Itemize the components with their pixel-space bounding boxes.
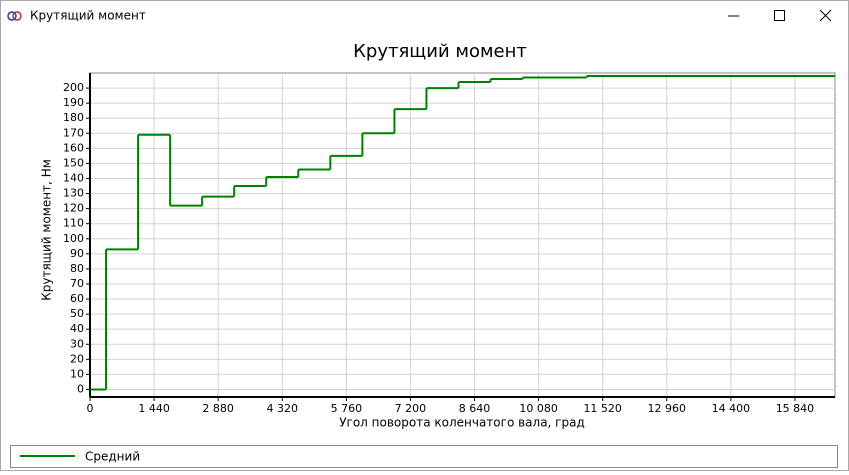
- y-tick-label: 140: [63, 171, 84, 184]
- y-tick-label: 130: [63, 187, 84, 200]
- window-title: Крутящий момент: [30, 9, 146, 23]
- y-tick-label: 100: [63, 232, 84, 245]
- y-tick-label: 170: [63, 126, 84, 139]
- y-tick-label: 40: [70, 322, 84, 335]
- y-tick-label: 80: [70, 262, 84, 275]
- x-tick-label: 0: [87, 402, 94, 415]
- close-button[interactable]: [819, 9, 832, 22]
- app-icon: [7, 11, 22, 21]
- y-tick-label: 10: [70, 367, 84, 380]
- x-tick-label: 4 320: [267, 402, 299, 415]
- y-axis-label: Крутящий момент, Нм: [40, 159, 54, 301]
- x-tick-label: 1 440: [138, 402, 170, 415]
- plot-area: [89, 72, 836, 398]
- x-tick-label: 7 200: [395, 402, 427, 415]
- y-tick-label: 50: [70, 307, 84, 320]
- y-tick-label: 20: [70, 352, 84, 365]
- y-tick-label: 150: [63, 156, 84, 169]
- x-tick-label: 8 640: [459, 402, 491, 415]
- y-tick-label: 0: [77, 382, 84, 395]
- y-tick-label: 190: [63, 96, 84, 109]
- y-tick-label: 200: [63, 81, 84, 94]
- y-tick-label: 70: [70, 277, 84, 290]
- maximize-button[interactable]: [774, 10, 785, 21]
- y-tick-label: 180: [63, 111, 84, 124]
- x-tick-label: 2 880: [202, 402, 234, 415]
- legend-label: Средний: [85, 450, 140, 464]
- y-tick-label: 60: [70, 292, 84, 305]
- x-tick-label: 10 080: [519, 402, 558, 415]
- y-tick-label: 160: [63, 141, 84, 154]
- x-tick-label: 15 840: [776, 402, 815, 415]
- x-tick-label: 5 760: [331, 402, 363, 415]
- legend-box: [10, 445, 838, 468]
- x-axis-label: Угол поворота коленчатого вала, град: [339, 416, 585, 430]
- chart-title: Крутящий момент: [353, 41, 527, 62]
- x-tick-label: 11 520: [583, 402, 622, 415]
- y-tick-label: 90: [70, 247, 84, 260]
- y-tick-label: 110: [63, 217, 84, 230]
- y-tick-label: 120: [63, 202, 84, 215]
- x-tick-label: 12 960: [648, 402, 687, 415]
- x-tick-label: 14 400: [712, 402, 751, 415]
- y-tick-label: 30: [70, 337, 84, 350]
